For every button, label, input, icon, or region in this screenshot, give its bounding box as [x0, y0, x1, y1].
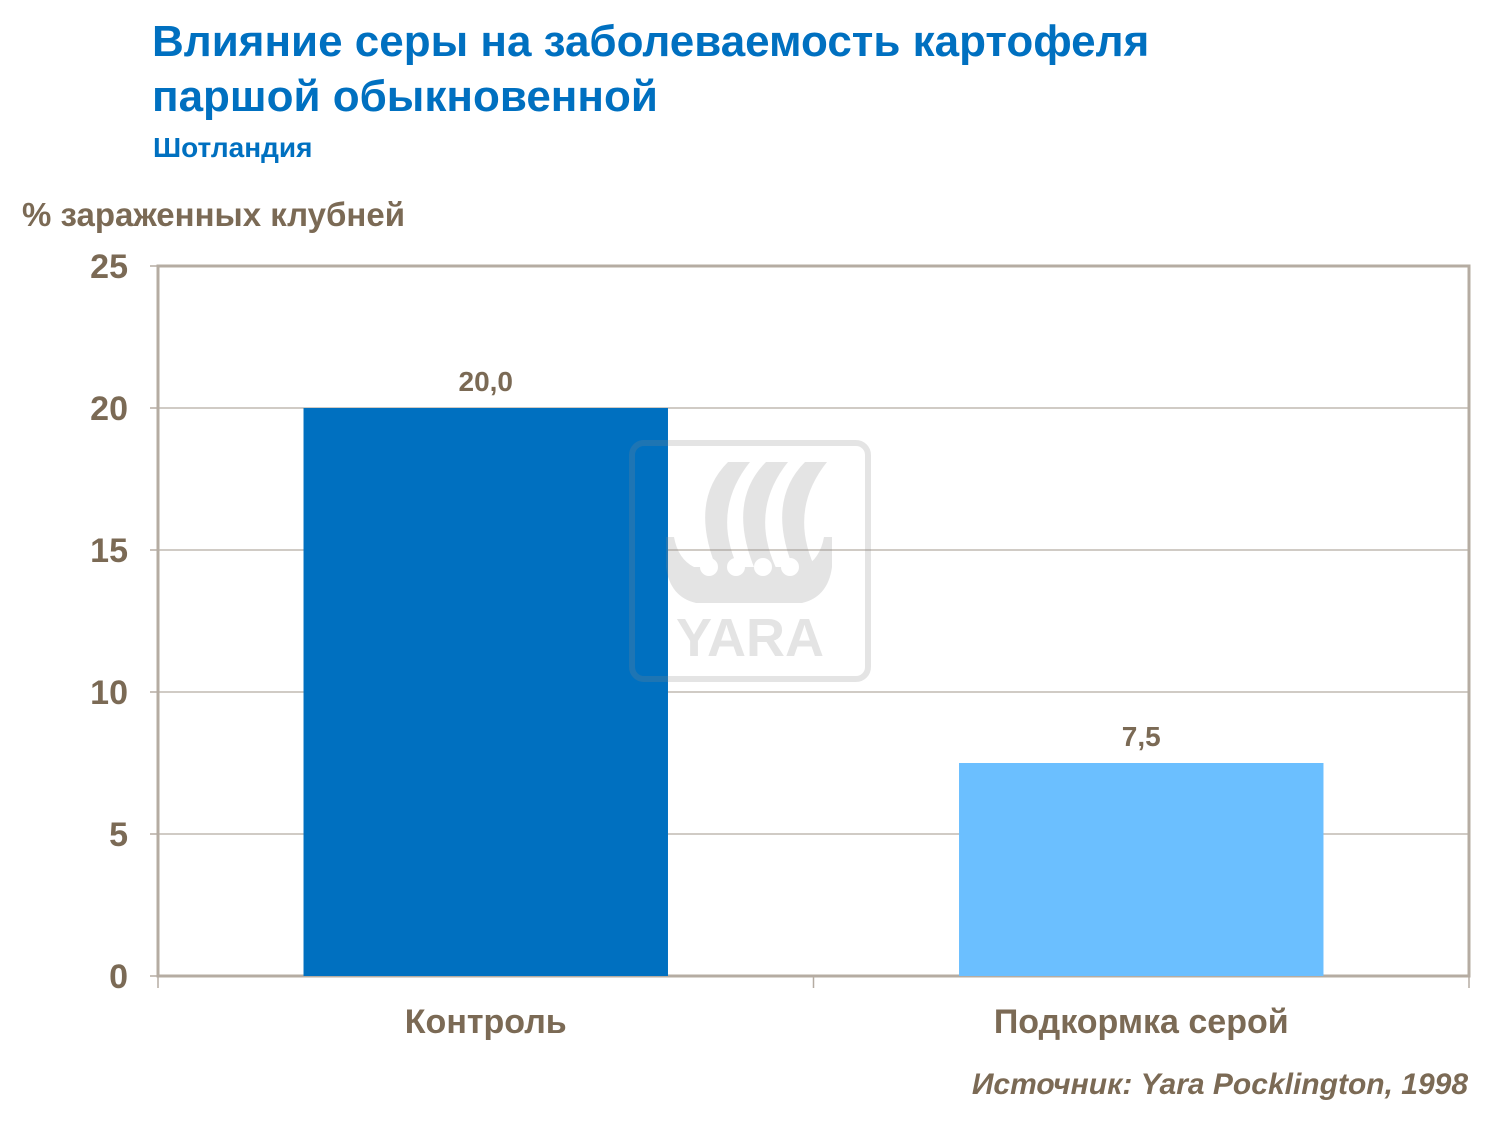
y-tick-label: 10: [90, 674, 128, 712]
bar-2: [959, 763, 1324, 976]
bar-1: [303, 408, 668, 976]
svg-text:YARA: YARA: [676, 608, 824, 668]
title-line-1: Влияние серы на заболеваемость картофеля: [152, 17, 1150, 66]
data-label: 7,5: [1122, 721, 1161, 752]
x-tick-label: Подкормка серой: [994, 1003, 1289, 1041]
x-tick-label: Контроль: [405, 1003, 567, 1041]
source-note: Источник: Yara Pocklington, 1998: [971, 1068, 1468, 1101]
chart-subtitle: Шотландия: [153, 132, 313, 163]
data-label: 20,0: [459, 366, 514, 397]
y-axis-label: % зараженных клубней: [22, 196, 405, 233]
y-tick-label: 5: [109, 816, 128, 854]
chart-title: Влияние серы на заболеваемость картофеля…: [152, 14, 1149, 124]
y-tick-label: 0: [109, 958, 128, 996]
y-tick-label: 15: [90, 532, 128, 570]
title-line-2: паршой обыкновенной: [152, 72, 658, 121]
y-tick-label: 20: [90, 390, 128, 428]
y-tick-label: 25: [90, 248, 128, 286]
yara-logo-watermark: YARA: [629, 440, 871, 682]
